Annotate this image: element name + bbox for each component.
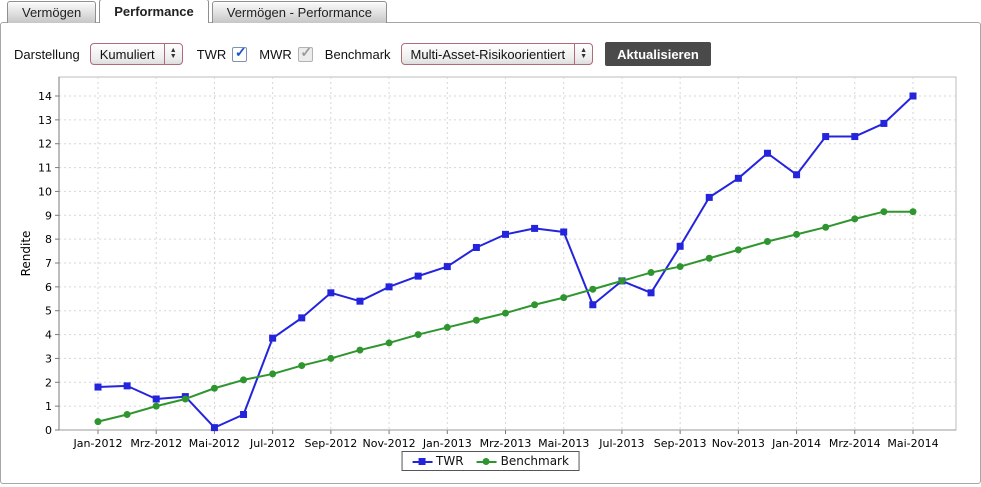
svg-text:Jul-2012: Jul-2012 — [249, 437, 295, 450]
svg-text:9: 9 — [45, 209, 52, 222]
chart-legend: TWR Benchmark — [401, 451, 580, 471]
checkmark-icon: ✓ — [300, 43, 313, 60]
toolbar: Darstellung Kumuliert ▲ ▼ TWR ✓ MWR ✓ Ben… — [14, 42, 711, 66]
svg-text:Nov-2012: Nov-2012 — [363, 437, 416, 450]
svg-text:Jan-2012: Jan-2012 — [73, 437, 123, 450]
svg-text:5: 5 — [45, 305, 52, 318]
darstellung-select[interactable]: Kumuliert ▲ ▼ — [89, 43, 183, 65]
svg-text:Sep-2013: Sep-2013 — [654, 437, 707, 450]
svg-text:Mai-2013: Mai-2013 — [538, 437, 589, 450]
svg-text:Jan-2013: Jan-2013 — [422, 437, 472, 450]
mwr-checkbox: ✓ — [297, 43, 313, 62]
svg-text:Sep-2012: Sep-2012 — [305, 437, 358, 450]
svg-text:Rendite: Rendite — [19, 231, 33, 277]
svg-text:Mai-2012: Mai-2012 — [189, 437, 240, 450]
svg-text:13: 13 — [38, 114, 52, 127]
benchmark-marker-icon — [476, 457, 497, 466]
checkmark-icon: ✓ — [234, 43, 247, 60]
svg-text:Nov-2013: Nov-2013 — [712, 437, 765, 450]
svg-text:4: 4 — [45, 329, 52, 342]
svg-text:14: 14 — [38, 90, 52, 103]
update-button[interactable]: Aktualisieren — [605, 42, 711, 66]
legend-label-twr: TWR — [436, 454, 464, 468]
darstellung-select-value: Kumuliert — [99, 46, 155, 62]
svg-text:Mai-2014: Mai-2014 — [887, 437, 938, 450]
svg-text:1: 1 — [45, 400, 52, 413]
benchmark-label: Benchmark — [324, 46, 391, 62]
svg-text:0: 0 — [45, 424, 52, 437]
twr-checkbox[interactable]: ✓ — [232, 43, 248, 62]
legend-item-benchmark: Benchmark — [476, 454, 569, 468]
svg-text:Mrz-2013: Mrz-2013 — [480, 437, 532, 450]
darstellung-label: Darstellung — [14, 46, 80, 62]
select-stepper-icon: ▲ ▼ — [574, 44, 592, 64]
svg-text:6: 6 — [45, 281, 52, 294]
svg-text:7: 7 — [45, 257, 52, 270]
select-stepper-icon: ▲ ▼ — [163, 44, 182, 64]
svg-text:Jan-2014: Jan-2014 — [771, 437, 821, 450]
legend-item-twr: TWR — [412, 454, 464, 468]
tab-performance[interactable]: Performance — [99, 0, 209, 23]
tab-vermoegen-performance[interactable]: Vermögen - Performance — [211, 1, 387, 23]
svg-text:2: 2 — [45, 376, 52, 389]
twr-label: TWR — [196, 46, 227, 62]
mwr-label: MWR — [259, 46, 292, 62]
tab-bar: Vermögen Performance Vermögen - Performa… — [7, 0, 387, 23]
legend-label-benchmark: Benchmark — [500, 454, 569, 468]
svg-text:Jul-2013: Jul-2013 — [598, 437, 644, 450]
svg-text:11: 11 — [38, 162, 52, 175]
svg-text:Mrz-2014: Mrz-2014 — [829, 437, 881, 450]
svg-text:Mrz-2012: Mrz-2012 — [130, 437, 182, 450]
tab-vermoegen[interactable]: Vermögen — [7, 1, 97, 23]
svg-text:12: 12 — [38, 138, 52, 151]
twr-marker-icon — [412, 457, 433, 466]
svg-text:8: 8 — [45, 233, 52, 246]
benchmark-select[interactable]: Multi-Asset-Risikoorientiert ▲ ▼ — [400, 43, 594, 65]
svg-text:10: 10 — [38, 185, 52, 198]
svg-text:3: 3 — [45, 352, 52, 365]
benchmark-select-value: Multi-Asset-Risikoorientiert — [410, 46, 566, 62]
